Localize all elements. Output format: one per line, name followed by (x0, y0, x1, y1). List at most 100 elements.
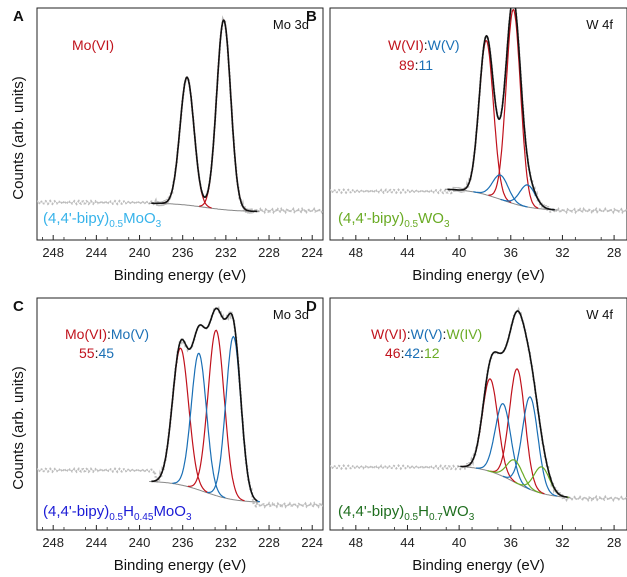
formula-subscript: 3 (444, 219, 450, 230)
formula-text: (4,4'-bipy) (338, 210, 404, 227)
oxidation-state: Mo(VI) (65, 326, 107, 342)
sample-formula: (4,4'-bipy)0.5WO3 (338, 210, 450, 230)
x-axis-title: Binding energy (eV) (114, 557, 247, 574)
y-axis-title-top: Counts (arb. units) (10, 76, 27, 199)
panel-b: 48 44 40 36 32 28 Binding energy (eV) B W 4f W(VI… (306, 7, 627, 284)
formula-text: WO (418, 210, 444, 227)
x-tick-label: 36 (504, 535, 518, 550)
sample-formula: (4,4'-bipy)0.5MoO3 (43, 210, 162, 230)
x-tick-label: 40 (452, 245, 466, 260)
component-peak (206, 335, 261, 503)
formula-subscript: 0.45 (134, 512, 154, 523)
formula-subscript: 0.7 (429, 512, 443, 523)
panel-a: 248 244 240 236 232 228 224 Binding energy (eV)… (13, 7, 324, 284)
formula-text: MoO (153, 503, 186, 520)
x-tick-label: 232 (215, 245, 237, 260)
ratio-values: 55:45 (79, 345, 114, 361)
oxidation-state: W(VI) (388, 37, 424, 53)
oxidation-state: W(V) (411, 326, 443, 342)
x-tick-label: 240 (129, 245, 151, 260)
x-tick-label: 236 (172, 535, 194, 550)
formula-text: H (418, 503, 429, 520)
oxidation-state: : (107, 326, 111, 342)
ratio-value: : (401, 345, 405, 361)
panel-letter: B (306, 8, 317, 25)
x-tick-label: 224 (301, 535, 323, 550)
oxidation-state: : (424, 37, 428, 53)
x-tick-label: 36 (504, 245, 518, 260)
formula-subscript: 3 (469, 512, 475, 523)
ratio-value: 45 (98, 345, 114, 361)
formula-subscript: 3 (186, 512, 192, 523)
y-axis-title-bottom: Counts (arb. units) (10, 366, 27, 489)
component-peak (487, 459, 542, 494)
formula-subscript: 0.5 (404, 219, 418, 230)
oxidation-state-labels: W(VI):W(V) (388, 37, 460, 53)
formula-subscript: 0.5 (109, 512, 123, 523)
plot-frame (36, 297, 324, 531)
spectrum-label: W 4f (586, 307, 613, 322)
x-tick-label: 48 (349, 535, 363, 550)
plot-area (330, 8, 627, 215)
background-line (149, 481, 260, 503)
spectrum-label: Mo 3d (273, 17, 309, 32)
x-tick-label: 32 (555, 535, 569, 550)
x-tick-label: 244 (86, 535, 108, 550)
formula-text: (4,4'-bipy) (338, 503, 404, 520)
oxidation-state-labels: Mo(VI):Mo(V) (65, 326, 149, 342)
oxidation-state: Mo(VI) (72, 37, 114, 53)
ratio-value: : (415, 57, 419, 73)
component-peak (502, 396, 558, 497)
x-tick-label: 248 (42, 535, 64, 550)
component-peak (488, 8, 539, 209)
ratio-value: : (95, 345, 99, 361)
x-tick-label: 228 (258, 245, 280, 260)
ratio-value: : (420, 345, 424, 361)
background-line (149, 202, 260, 212)
oxidation-state: W(VI) (371, 326, 407, 342)
oxidation-state: W(IV) (446, 326, 482, 342)
component-peak (490, 368, 545, 495)
component-peak (199, 19, 249, 212)
raw-data-series (37, 303, 323, 509)
formula-text: WO (443, 503, 469, 520)
plot-frame (329, 7, 627, 241)
plot-frame (329, 297, 627, 531)
panel-c: 248 244 240 236 232 228 224 Binding energy (eV)… (13, 297, 324, 574)
spectrum-label: Mo 3d (273, 307, 309, 322)
formula-text: MoO (123, 210, 156, 227)
x-tick-label: 248 (42, 245, 64, 260)
ratio-value: 89 (399, 57, 415, 73)
sample-formula: (4,4'-bipy)0.5H0.7WO3 (338, 503, 475, 523)
component-peak (152, 347, 210, 494)
x-axis-title: Binding energy (eV) (114, 267, 247, 284)
spectrum-label: W 4f (586, 17, 613, 32)
x-tick-label: 28 (607, 245, 621, 260)
x-tick-label: 44 (400, 245, 414, 260)
panel-d: 48 44 40 36 32 28 Binding energy (eV) D W 4f W(VI… (306, 297, 627, 574)
ratio-values: 89:11 (399, 57, 433, 73)
ratio-value: 46 (385, 345, 401, 361)
ratio-values: 46:42:12 (385, 345, 440, 361)
oxidation-state: : (443, 326, 447, 342)
plot-area (330, 306, 627, 503)
oxidation-state-labels: W(VI):W(V):W(IV) (371, 326, 482, 342)
formula-subscript: 0.5 (404, 512, 418, 523)
oxidation-state: W(V) (428, 37, 460, 53)
x-tick-label: 48 (349, 245, 363, 260)
panel-letter: C (13, 298, 24, 315)
plot-frame (36, 7, 324, 241)
ratio-value: 42 (404, 345, 420, 361)
formula-subscript: 0.5 (109, 219, 123, 230)
formula-text: (4,4'-bipy) (43, 503, 109, 520)
panels: 248 244 240 236 232 228 224 Binding energy (eV)… (13, 7, 627, 574)
envelope-fit (151, 19, 258, 213)
ratio-value: 12 (424, 345, 440, 361)
formula-subscript: 3 (156, 219, 162, 230)
x-tick-label: 40 (452, 535, 466, 550)
x-tick-label: 232 (215, 535, 237, 550)
formula-text: H (123, 503, 134, 520)
x-tick-label: 228 (258, 535, 280, 550)
panel-letter: D (306, 298, 317, 315)
